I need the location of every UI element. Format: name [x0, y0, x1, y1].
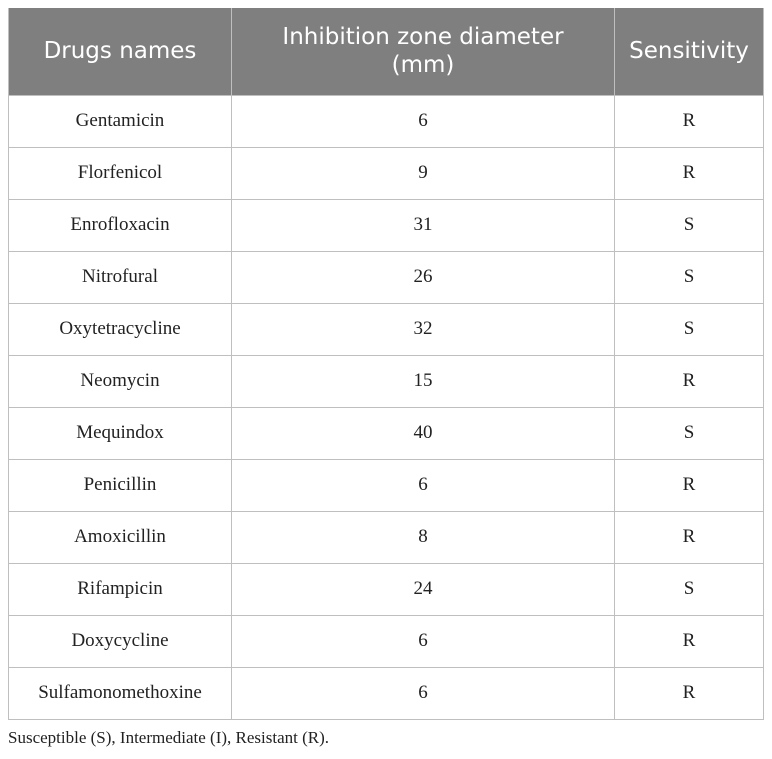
inhibition-zone-cell: 6 [231, 666, 615, 720]
table-body: Gentamicin 6 R Florfenicol 9 R Enrofloxa… [8, 94, 764, 720]
sensitivity-cell: S [614, 198, 764, 252]
sensitivity-cell: R [614, 666, 764, 720]
drug-name-cell: Sulfamonomethoxine [8, 666, 232, 720]
drug-name-cell: Oxytetracycline [8, 302, 232, 356]
inhibition-zone-cell: 6 [231, 94, 615, 148]
inhibition-zone-cell: 9 [231, 146, 615, 200]
table-row: Mequindox 40 S [8, 406, 764, 460]
drug-name-cell: Penicillin [8, 458, 232, 512]
sensitivity-cell: R [614, 614, 764, 668]
inhibition-zone-cell: 32 [231, 302, 615, 356]
drug-name-cell: Doxycycline [8, 614, 232, 668]
table-header: Drugs names Inhibition zone diameter (mm… [8, 8, 764, 95]
table-row: Doxycycline 6 R [8, 614, 764, 668]
drug-name-cell: Enrofloxacin [8, 198, 232, 252]
sensitivity-cell: S [614, 250, 764, 304]
inhibition-zone-cell: 31 [231, 198, 615, 252]
header-sensitivity: Sensitivity [614, 8, 764, 95]
table-row: Oxytetracycline 32 S [8, 302, 764, 356]
sensitivity-cell: S [614, 302, 764, 356]
table-row: Sulfamonomethoxine 6 R [8, 666, 764, 720]
table-footnote: Susceptible (S), Intermediate (I), Resis… [8, 728, 330, 747]
table-row: Florfenicol 9 R [8, 146, 764, 200]
sensitivity-cell: S [614, 406, 764, 460]
table-row: Enrofloxacin 31 S [8, 198, 764, 252]
sensitivity-cell: R [614, 354, 764, 408]
inhibition-zone-cell: 8 [231, 510, 615, 564]
table-row: Amoxicillin 8 R [8, 510, 764, 564]
drug-name-cell: Florfenicol [8, 146, 232, 200]
header-inhibition-zone: Inhibition zone diameter (mm) [231, 8, 615, 95]
table-row: Penicillin 6 R [8, 458, 764, 512]
inhibition-zone-cell: 15 [231, 354, 615, 408]
drug-name-cell: Gentamicin [8, 94, 232, 148]
drug-name-cell: Nitrofural [8, 250, 232, 304]
table-row: Gentamicin 6 R [8, 94, 764, 148]
sensitivity-cell: R [614, 510, 764, 564]
header-inhibition-zone-label: Inhibition zone diameter (mm) [282, 24, 564, 79]
table-row: Rifampicin 24 S [8, 562, 764, 616]
sensitivity-cell: R [614, 146, 764, 200]
drug-sensitivity-table: Drugs names Inhibition zone diameter (mm… [8, 8, 764, 720]
header-row: Drugs names Inhibition zone diameter (mm… [8, 8, 764, 95]
sensitivity-cell: S [614, 562, 764, 616]
drug-sensitivity-table-container: Drugs names Inhibition zone diameter (mm… [8, 8, 764, 720]
drug-name-cell: Rifampicin [8, 562, 232, 616]
sensitivity-cell: R [614, 94, 764, 148]
inhibition-zone-cell: 40 [231, 406, 615, 460]
inhibition-zone-cell: 24 [231, 562, 615, 616]
drug-name-cell: Amoxicillin [8, 510, 232, 564]
table-row: Nitrofural 26 S [8, 250, 764, 304]
inhibition-zone-cell: 6 [231, 614, 615, 668]
header-drug-names: Drugs names [8, 8, 232, 95]
table-row: Neomycin 15 R [8, 354, 764, 408]
drug-name-cell: Mequindox [8, 406, 232, 460]
inhibition-zone-cell: 6 [231, 458, 615, 512]
inhibition-zone-cell: 26 [231, 250, 615, 304]
sensitivity-cell: R [614, 458, 764, 512]
drug-name-cell: Neomycin [8, 354, 232, 408]
